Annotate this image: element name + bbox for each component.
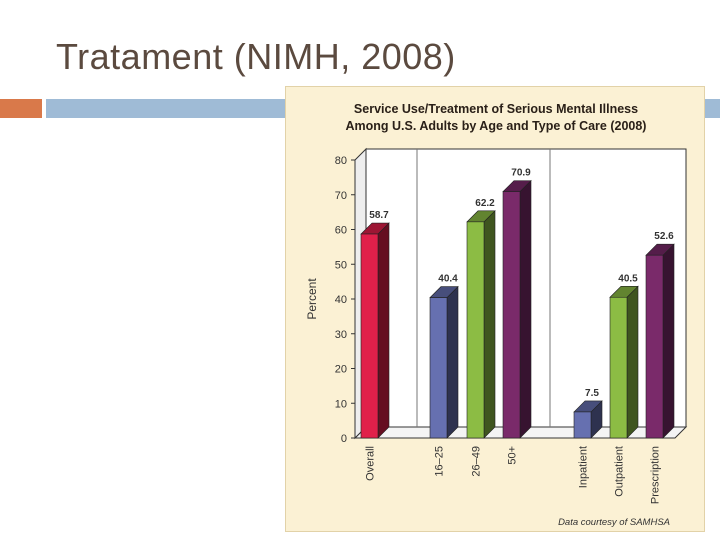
bar-side (519, 179, 532, 439)
x-category-label: 50+ (507, 446, 519, 465)
bar-side (446, 285, 459, 439)
x-category-label: Inpatient (578, 446, 590, 488)
bar-side (483, 210, 496, 439)
chart-title-line2: Among U.S. Adults by Age and Type of Car… (346, 119, 647, 133)
bar-chart: Service Use/Treatment of Serious Mental … (305, 102, 688, 528)
bar-value-label: 40.5 (618, 273, 638, 284)
bar (573, 411, 592, 439)
bar (360, 233, 379, 439)
accent-bar-blue-right (705, 99, 720, 118)
y-tick-label: 40 (335, 294, 347, 306)
x-category-label: 26–49 (471, 446, 483, 477)
bar-side (626, 285, 639, 439)
y-tick-label: 20 (335, 364, 347, 376)
y-tick-label: 30 (335, 329, 347, 341)
y-tick-label: 10 (335, 398, 347, 410)
y-tick-label: 70 (335, 190, 347, 202)
bar (609, 296, 628, 439)
chart-figure: Service Use/Treatment of Serious Mental … (285, 86, 705, 532)
bar (502, 191, 521, 439)
bar-value-label: 70.9 (511, 168, 531, 179)
y-tick-label: 60 (335, 225, 347, 237)
source-note: Data courtesy of SAMHSA (558, 517, 670, 528)
y-tick-label: 50 (335, 259, 347, 271)
chart-title-line1: Service Use/Treatment of Serious Mental … (354, 102, 638, 116)
y-axis-label: Percent (305, 278, 319, 320)
x-category-label: 16–25 (434, 446, 446, 477)
bar-side (377, 222, 390, 439)
bar (645, 254, 664, 439)
bar-value-label: 52.6 (654, 231, 674, 242)
y-tick-label: 80 (335, 155, 347, 167)
x-category-label: Outpatient (614, 446, 626, 497)
bar-value-label: 62.2 (475, 198, 495, 209)
bar (466, 221, 485, 439)
bar (429, 297, 448, 439)
bar-value-label: 58.7 (369, 210, 389, 221)
y-tick-label: 0 (341, 433, 347, 445)
slide-title: Tratament (NIMH, 2008) (56, 36, 456, 77)
bar-value-label: 7.5 (585, 388, 599, 399)
bar-side (662, 243, 675, 439)
accent-bar-orange (0, 99, 42, 118)
x-category-label: Prescription (650, 446, 662, 504)
x-category-label: Overall (365, 446, 377, 481)
bar-value-label: 40.4 (438, 274, 458, 285)
accent-bar-blue-left (46, 99, 286, 118)
